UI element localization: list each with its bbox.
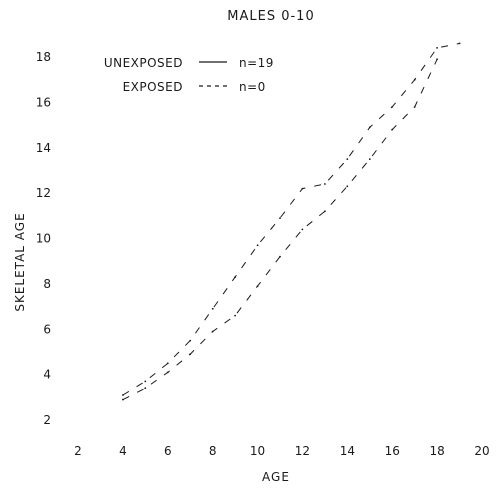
y-tick-label: 16 — [36, 95, 51, 109]
data-point — [144, 387, 147, 390]
data-point — [256, 244, 259, 247]
x-tick-label: 16 — [385, 444, 400, 458]
data-point — [166, 362, 169, 365]
data-point — [413, 106, 416, 108]
data-point — [234, 276, 237, 278]
data-point — [346, 185, 349, 188]
data-point — [413, 78, 416, 81]
data-point — [211, 330, 214, 333]
legend: UNEXPOSED n=19 EXPOSED n=0 — [104, 56, 274, 94]
data-point — [189, 339, 192, 342]
y-tick-label: 4 — [43, 368, 51, 382]
y-tick-label: 10 — [36, 232, 51, 246]
x-tick-label: 4 — [119, 444, 127, 458]
x-tick-label: 12 — [295, 444, 310, 458]
x-axis-ticks: 2 4 6 8 10 12 14 16 18 20 — [74, 444, 489, 458]
data-point — [436, 47, 438, 49]
y-tick-label: 12 — [36, 186, 51, 200]
data-point — [122, 394, 124, 396]
data-point — [301, 228, 304, 231]
x-tick-label: 2 — [74, 444, 82, 458]
y-tick-label: 14 — [36, 141, 51, 155]
series-line-unexposed-lower — [122, 59, 438, 401]
y-tick-label: 2 — [43, 413, 51, 427]
x-tick-label: 20 — [474, 444, 489, 458]
data-point — [189, 353, 192, 356]
data-point — [368, 126, 371, 129]
data-point — [436, 58, 438, 61]
data-point — [122, 398, 124, 401]
legend-n-exposed: n=0 — [239, 80, 266, 94]
y-tick-label: 18 — [36, 50, 51, 64]
data-point — [346, 158, 349, 161]
data-point — [279, 217, 281, 220]
x-tick-label: 8 — [209, 444, 217, 458]
data-point — [324, 183, 326, 185]
data-point — [279, 255, 281, 258]
x-axis-label: AGE — [262, 470, 290, 484]
data-point — [368, 158, 371, 161]
data-point — [324, 210, 326, 213]
y-tick-label: 8 — [43, 277, 51, 291]
x-tick-label: 6 — [164, 444, 172, 458]
x-tick-label: 10 — [250, 444, 265, 458]
legend-n-unexposed: n=19 — [239, 56, 274, 70]
data-point — [256, 285, 259, 287]
data-point — [144, 380, 147, 383]
x-tick-label: 14 — [340, 444, 355, 458]
series-line-unexposed-upper — [122, 42, 460, 396]
plot-area — [122, 42, 461, 401]
chart-title: MALES 0-10 — [227, 9, 314, 24]
y-axis-label: SKELETAL AGE — [13, 212, 27, 311]
data-point — [301, 187, 304, 190]
data-point — [211, 307, 214, 310]
legend-label-exposed: EXPOSED — [123, 80, 183, 94]
data-point — [391, 128, 394, 131]
data-point — [391, 106, 394, 108]
data-point — [166, 371, 169, 374]
y-axis-ticks: 2 4 6 8 10 12 14 16 18 — [36, 50, 51, 427]
y-tick-label: 6 — [43, 322, 51, 336]
x-tick-label: 18 — [429, 444, 444, 458]
data-point — [458, 42, 461, 45]
legend-label-unexposed: UNEXPOSED — [104, 56, 183, 70]
data-point — [234, 314, 237, 317]
